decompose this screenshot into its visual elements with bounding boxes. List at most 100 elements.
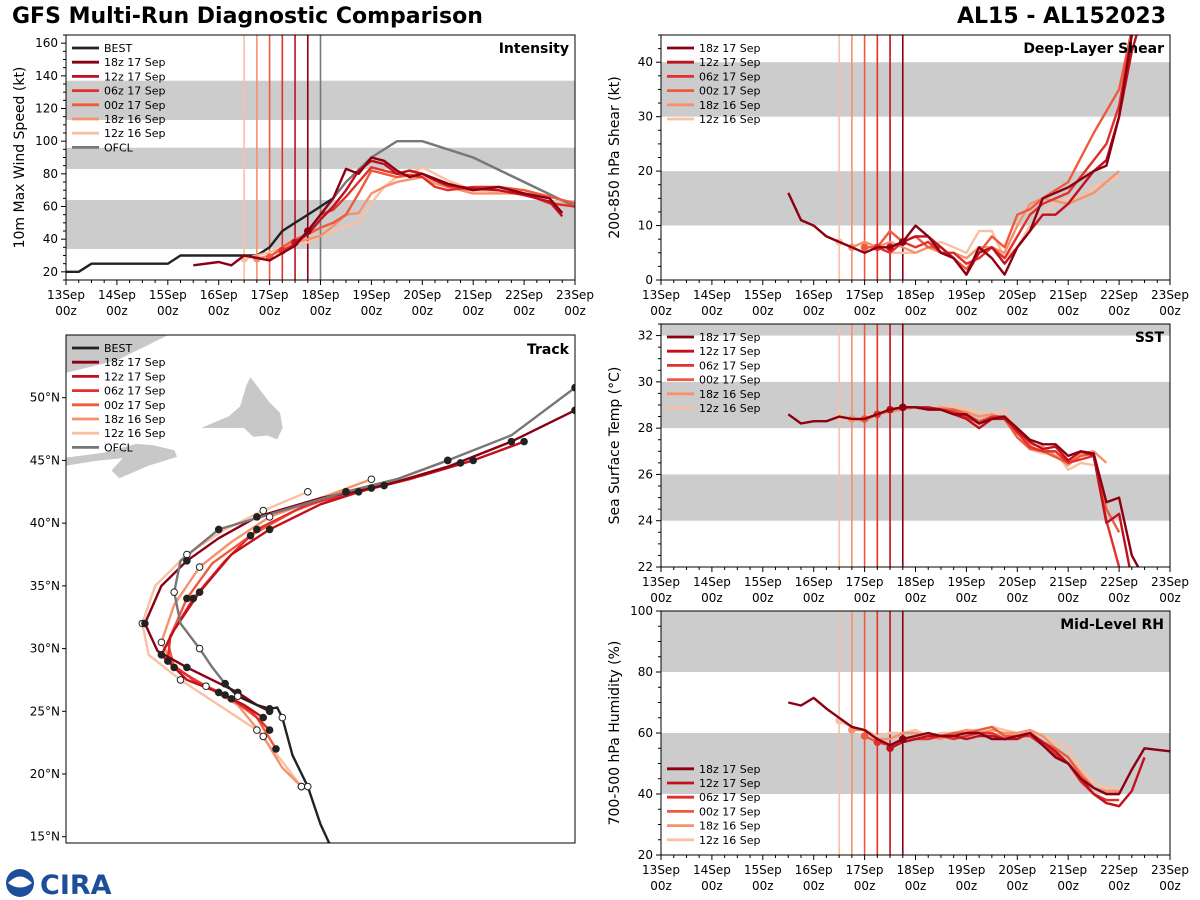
- track-legend-label: BEST: [104, 342, 132, 355]
- track-point: [221, 691, 229, 699]
- sst-xtick-label: 19Sep: [947, 575, 985, 589]
- shear-xtick-label: 00z: [1007, 304, 1029, 318]
- shear-legend-label: 18z 17 Sep: [699, 42, 761, 55]
- sst-xtick-label: 00z: [905, 591, 927, 605]
- sst-legend-label: 00z 17 Sep: [699, 374, 761, 387]
- track-point: [246, 531, 255, 540]
- track-lat-label: 25°N: [30, 704, 60, 718]
- rh-init-marker: [886, 744, 894, 753]
- intensity-legend-label: 12z 16 Sep: [104, 127, 166, 140]
- intensity-xtick-label: 22Sep: [505, 288, 543, 302]
- track-point: [330, 848, 337, 855]
- shear-xtick-label: 17Sep: [846, 288, 884, 302]
- track-lat-label: 30°N: [30, 642, 60, 656]
- track-line: [160, 440, 525, 719]
- intensity-ytick-label: 120: [35, 102, 58, 116]
- sst-series-line: [889, 406, 1131, 567]
- track-point: [253, 726, 261, 734]
- shear-series-line: [876, 35, 1134, 265]
- track-point: [265, 513, 274, 521]
- track-point: [259, 732, 268, 741]
- track-point: [253, 525, 261, 534]
- noaa-bird-icon: [8, 876, 32, 888]
- sst-ylabel: Sea Surface Temp (°C): [607, 367, 623, 525]
- sst-xtick-label: 15Sep: [744, 575, 782, 589]
- intensity-xtick-label: 00z: [564, 304, 586, 318]
- cira-logo-text: CIRA: [40, 870, 112, 900]
- rh-xtick-label: 15Sep: [744, 863, 782, 877]
- rh-xtick-label: 00z: [1057, 879, 1079, 893]
- shear-chart: 0 10 20 30 40 13Sep 00z 14Sep 00z 15Sep 00z 16Sep 00…: [607, 34, 1189, 318]
- track-point: [253, 513, 261, 521]
- track-point: [157, 638, 166, 647]
- intensity-xtick-label: 19Sep: [352, 288, 390, 302]
- track-lat-label: 35°N: [30, 579, 60, 593]
- shear-xtick-label: 23Sep: [1151, 288, 1189, 302]
- intensity-ytick-label: 140: [35, 69, 58, 83]
- shear-xtick-label: 00z: [1108, 304, 1130, 318]
- intensity-xtick-label: 00z: [208, 304, 230, 318]
- rh-ylabel: 700-500 hPa Humidity (%): [607, 641, 623, 826]
- shear-band: [661, 62, 1170, 117]
- track-point: [157, 651, 166, 659]
- rh-xtick-label: 20Sep: [998, 863, 1036, 877]
- track-point: [195, 644, 204, 653]
- sst-legend-label: 12z 16 Sep: [699, 402, 761, 415]
- shear-ylabel: 200-850 hPa Shear (kt): [607, 76, 623, 238]
- sst-legend-label: 06z 17 Sep: [699, 359, 761, 372]
- rh-ytick-label: 40: [638, 787, 653, 801]
- intensity-xtick-label: 17Sep: [251, 288, 289, 302]
- page-title: GFS Multi-Run Diagnostic Comparison: [12, 4, 483, 29]
- shear-xtick-label: 22Sep: [1100, 288, 1138, 302]
- shear-series-line: [787, 35, 1134, 276]
- shear-ytick-label: 40: [638, 55, 653, 69]
- track-point: [214, 525, 223, 534]
- shear-ytick-label: 10: [638, 219, 653, 233]
- track-legend-label: 12z 16 Sep: [104, 427, 166, 440]
- shear-xtick-label: 18Sep: [897, 288, 935, 302]
- rh-ytick-label: 60: [638, 726, 653, 740]
- shear-ytick-label: 30: [638, 110, 653, 124]
- sst-xtick-label: 00z: [701, 591, 723, 605]
- intensity-xtick-label: 14Sep: [98, 288, 136, 302]
- rh-xtick-label: 14Sep: [693, 863, 731, 877]
- track-chart: 15°N 20°N 25°N 30°N 35°N 40°N 45°N 50°N Track BES…: [30, 334, 576, 855]
- rh-xtick-label: 22Sep: [1100, 863, 1138, 877]
- sst-xtick-label: 21Sep: [1049, 575, 1087, 589]
- rh-xtick-label: 00z: [854, 879, 876, 893]
- rh-init-marker: [860, 732, 869, 740]
- rh-legend-label: 06z 17 Sep: [699, 791, 761, 804]
- rh-xtick-label: 16Sep: [795, 863, 833, 877]
- track-point: [380, 481, 388, 490]
- track-point: [367, 484, 376, 492]
- shear-xtick-label: 14Sep: [693, 288, 731, 302]
- intensity-xtick-label: 23Sep: [556, 288, 594, 302]
- track-point: [141, 619, 149, 628]
- land-area: [202, 377, 283, 440]
- sst-title: SST: [1135, 330, 1165, 346]
- rh-chart: 20 40 60 80 100 13Sep 00z 14Sep 00z 15Sep 00z 16Sep…: [607, 604, 1189, 893]
- track-point: [183, 556, 191, 565]
- rh-legend-label: 18z 16 Sep: [699, 820, 761, 833]
- intensity-xtick-label: 16Sep: [200, 288, 238, 302]
- track-lat-label: 40°N: [30, 516, 60, 530]
- rh-xtick-label: 19Sep: [947, 863, 985, 877]
- track-point: [183, 663, 191, 672]
- rh-xtick-label: 13Sep: [642, 863, 680, 877]
- intensity-xtick-label: 15Sep: [149, 288, 187, 302]
- sst-series-line: [787, 406, 1140, 567]
- sst-band: [661, 474, 1170, 521]
- rh-series-line: [889, 731, 1146, 808]
- sst-xtick-label: 14Sep: [693, 575, 731, 589]
- sst-xtick-label: 00z: [1007, 591, 1029, 605]
- intensity-ytick-label: 60: [43, 200, 58, 214]
- track-legend-label: 18z 16 Sep: [104, 413, 166, 426]
- track-point: [170, 663, 178, 672]
- intensity-series-line: [294, 159, 564, 244]
- track-point: [278, 713, 287, 722]
- shear-init-marker: [860, 243, 869, 252]
- track-point: [520, 437, 528, 446]
- intensity-legend-label: 12z 17 Sep: [104, 70, 166, 83]
- shear-legend-label: 12z 17 Sep: [699, 56, 761, 69]
- track-point: [354, 487, 363, 496]
